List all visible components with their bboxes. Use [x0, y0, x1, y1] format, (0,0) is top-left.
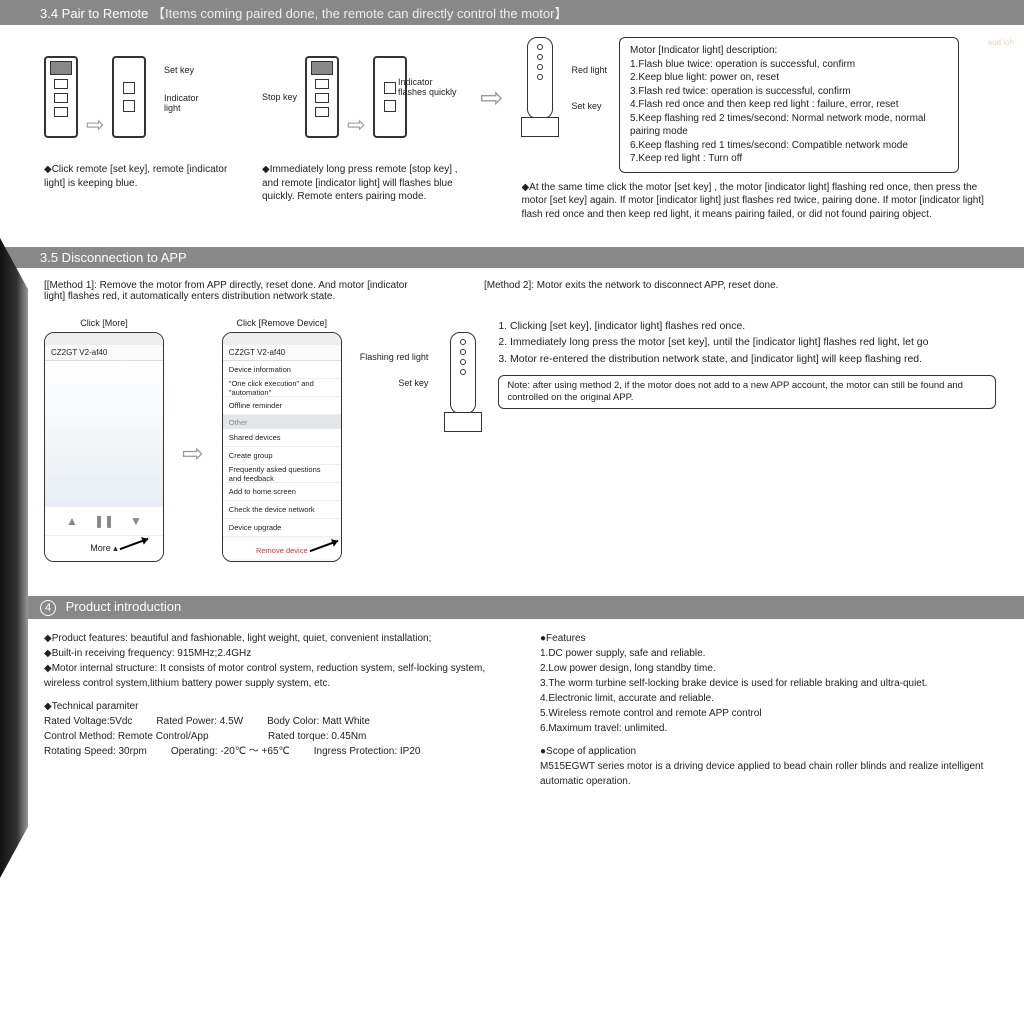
motor-icon	[450, 332, 476, 414]
decorative-wedge	[0, 238, 28, 878]
section-35-title: 3.5 Disconnection to APP	[40, 250, 187, 265]
feature: 1.DC power supply, safe and reliable.	[540, 646, 996, 661]
remote-back-icon	[373, 56, 407, 138]
prod-p3: ◆Motor internal structure: It consists o…	[44, 661, 500, 691]
set-key-label: Set key	[571, 101, 607, 111]
feature: 5.Wireless remote control and remote APP…	[540, 706, 996, 721]
section-4-number: 4	[40, 600, 56, 616]
section-4-title: Product introduction	[66, 599, 182, 614]
m2-step3: 3. Motor re-entered the distribution net…	[498, 351, 996, 367]
phone2-title: CZ2GT V2-af40	[229, 348, 285, 357]
list-item[interactable]: Device information	[223, 361, 341, 379]
phone-screenshot-2: CZ2GT V2-af40 Device information "One cl…	[222, 332, 342, 562]
list-item[interactable]: Device upgrade	[223, 519, 341, 537]
remote-front-icon	[44, 56, 78, 138]
step2-diagram: Stop key ⇨ Indicator flashes quickly	[262, 37, 462, 157]
param: Rated torque: 0.45Nm	[268, 729, 366, 744]
click-remove-label: Click [Remove Device]	[237, 318, 328, 328]
arrow-icon: ⇨	[86, 112, 104, 138]
stop-key-label: Stop key	[262, 92, 297, 102]
step2-caption: ◆Immediately long press remote [stop key…	[262, 163, 462, 204]
m2-step1: 1. Clicking [set key], [indicator light]…	[498, 318, 996, 334]
infobox-l1: 1.Flash blue twice: operation is success…	[630, 58, 948, 72]
prod-p1: ◆Product features: beautiful and fashion…	[44, 631, 500, 646]
param: Ingress Protection: IP20	[314, 744, 421, 759]
list-item[interactable]: Create group	[223, 447, 341, 465]
infobox-l7: 7.Keep red light : Turn off	[630, 152, 948, 166]
section-34-title: 3.4 Pair to Remote	[40, 6, 148, 21]
list-item[interactable]: Shared devices	[223, 429, 341, 447]
feature: 4.Electronic limit, accurate and reliabl…	[540, 691, 996, 706]
motor-icon	[527, 37, 553, 119]
set-key-label: Set key	[164, 65, 194, 75]
indicator-flashes-label: Indicator flashes quickly	[398, 77, 458, 97]
m2-step2: 2. Immediately long press the motor [set…	[498, 334, 996, 350]
param: Operating: -20℃ ～ +65℃	[171, 744, 290, 759]
phone-screenshot-1: CZ2GT V2-af40 ▲ ❚❚ ▼ More ▴	[44, 332, 164, 562]
watermark: aud ioh	[988, 38, 1014, 47]
remove-device-button[interactable]: Remove device	[223, 541, 341, 559]
param: Rotating Speed: 30rpm	[44, 744, 147, 759]
feature: 2.Low power design, long standby time.	[540, 661, 996, 676]
down-icon: ▼	[130, 514, 142, 528]
list-item[interactable]: Frequently asked questions and feedback	[223, 465, 341, 483]
feature: 6.Maximum travel: unlimited.	[540, 721, 996, 736]
infobox-head: Motor [Indicator light] description:	[630, 44, 948, 58]
param: Rated Power: 4.5W	[156, 714, 243, 729]
features-head: ●Features	[540, 631, 996, 646]
up-icon: ▲	[66, 514, 78, 528]
motor-base-icon	[444, 412, 482, 432]
click-more-label: Click [More]	[80, 318, 128, 328]
prod-p2: ◆Built-in receiving frequency: 915MHz;2.…	[44, 646, 500, 661]
arrow-icon: ⇨	[480, 81, 503, 114]
list-section: Other	[223, 415, 341, 429]
indicator-light-label: Indicator light	[164, 93, 208, 113]
section-34-header: 3.4 Pair to Remote 【Items coming paired …	[0, 0, 1024, 25]
scope-text: M515EGWT series motor is a driving devic…	[540, 759, 996, 789]
pause-icon: ❚❚	[94, 514, 114, 528]
set-key-label: Set key	[398, 378, 428, 388]
scope-head: ●Scope of application	[540, 744, 996, 759]
list-item[interactable]: "One click execution" and "automation"	[223, 379, 341, 397]
infobox-l4: 4.Flash red once and then keep red light…	[630, 98, 948, 112]
section-34-subtitle: 【Items coming paired done, the remote ca…	[152, 6, 567, 21]
section-34-content: ⇨ Set key Indicator light ◆Click remote …	[0, 37, 1024, 231]
feature: 3.The worm turbine self-locking brake de…	[540, 676, 996, 691]
arrow-icon: ⇨	[347, 112, 365, 138]
infobox-l3: 3.Flash red twice: operation is successf…	[630, 85, 948, 99]
red-light-label: Red light	[571, 65, 607, 75]
param: Rated Voltage:5Vdc	[44, 714, 132, 729]
step1-diagram: ⇨ Set key Indicator light	[44, 37, 244, 157]
infobox-l2: 2.Keep blue light: power on, reset	[630, 71, 948, 85]
infobox-l5: 5.Keep flashing red 2 times/second: Norm…	[630, 112, 948, 139]
flashing-red-label: Flashing red light	[360, 352, 429, 362]
list-item[interactable]: Offline reminder	[223, 397, 341, 415]
section-4-content: ◆Product features: beautiful and fashion…	[0, 631, 1024, 799]
section-4-header: 4 Product introduction	[0, 596, 1024, 619]
method2-text: [Method 2]: Motor exits the network to d…	[484, 280, 996, 291]
arrow-icon: ⇨	[182, 438, 204, 469]
list-item[interactable]: Add to home screen	[223, 483, 341, 501]
step3-caption: ◆At the same time click the motor [set k…	[521, 181, 996, 222]
param: Body Color: Matt White	[267, 714, 370, 729]
section-35-content: [[Method 1]: Remove the motor from APP d…	[0, 280, 1024, 578]
step1-caption: ◆Click remote [set key], remote [indicat…	[44, 163, 244, 190]
param: Control Method: Remote Control/App	[44, 729, 244, 744]
list-item[interactable]: Check the device network	[223, 501, 341, 519]
tech-head: ◆Technical paramiter	[44, 699, 500, 714]
method2-note: Note: after using method 2, if the motor…	[498, 375, 996, 410]
remote-front-icon	[305, 56, 339, 138]
phone1-title: CZ2GT V2-af40	[51, 348, 107, 357]
section-35-header: 3.5 Disconnection to APP	[0, 247, 1024, 268]
method1-text: [[Method 1]: Remove the motor from APP d…	[44, 280, 424, 302]
infobox-l6: 6.Keep flashing red 1 times/second: Comp…	[630, 139, 948, 153]
phone1-controls: ▲ ❚❚ ▼	[45, 507, 163, 535]
motor-base-icon	[521, 117, 559, 137]
indicator-description-box: Motor [Indicator light] description: 1.F…	[619, 37, 959, 173]
remote-back-icon	[112, 56, 146, 138]
